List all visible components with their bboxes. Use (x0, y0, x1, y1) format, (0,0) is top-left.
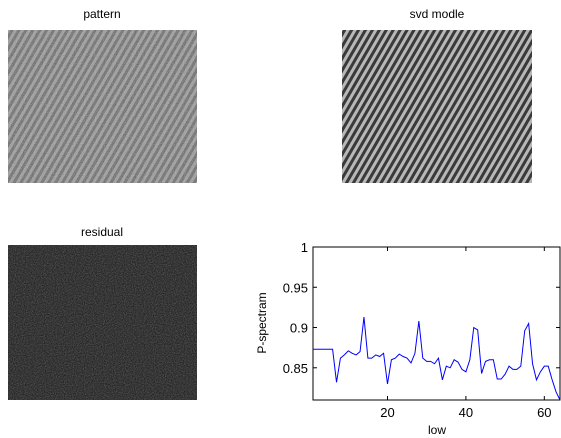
y-tick-label: 0.85 (283, 361, 308, 376)
image-title: residual (81, 225, 123, 239)
svd-image (342, 30, 532, 183)
x-tick-label: 20 (380, 405, 394, 420)
residual-image (8, 245, 197, 400)
data-line (313, 317, 561, 401)
x-tick-label: 40 (459, 405, 473, 420)
y-tick-label: 0.95 (283, 280, 308, 295)
y-axis-label: P-spectram (255, 292, 269, 353)
y-tick-label: 1 (301, 240, 308, 255)
axes-box (312, 246, 561, 401)
y-tick-label: 0.9 (290, 321, 308, 336)
pattern-image (8, 30, 197, 183)
image-title: svd modle (410, 7, 465, 21)
image-title: pattern (83, 7, 120, 21)
x-axis-label: low (428, 423, 446, 437)
x-tick-label: 60 (537, 405, 551, 420)
